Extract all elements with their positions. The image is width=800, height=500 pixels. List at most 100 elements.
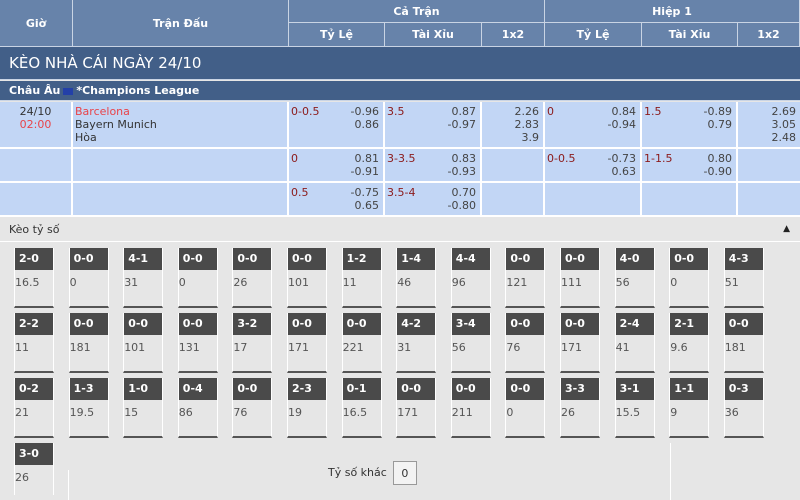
score-option[interactable]: 0-3 36 [723, 378, 764, 438]
score-option[interactable]: 0-0 111 [560, 248, 600, 308]
score-label: 0-0 [506, 313, 545, 335]
h1-ou-odds: 0.80 [707, 152, 733, 165]
score-option[interactable]: 4-4 96 [450, 248, 491, 308]
ft-ou-cell[interactable]: 3-3.5 0.83 -0.93 [385, 149, 482, 183]
h1-ou-cell[interactable]: 1.5 -0.89 0.79 [642, 102, 738, 149]
ft-ou-cell[interactable]: 3.5 0.87 -0.97 [385, 102, 482, 149]
score-option[interactable]: 1-3 19.5 [68, 378, 109, 438]
league-row[interactable]: Châu Âu *Champions League [0, 81, 800, 101]
score-option[interactable]: 0-0 171 [287, 313, 327, 373]
header-h1-ou: Tài Xỉu [642, 23, 738, 47]
ft-1x2-cell[interactable]: 2.26 2.83 3.9 [482, 102, 545, 149]
caret-up-icon[interactable]: ▲ [783, 224, 790, 234]
score-option[interactable]: 0-0 131 [177, 313, 218, 373]
h1-ou-odds: -0.89 [703, 105, 732, 118]
h1-hdp-odds: -0.73 [607, 152, 636, 165]
h1-ou-line: 1.5 [644, 105, 662, 118]
score-option[interactable]: 2-3 19 [287, 378, 327, 438]
ft-hdp-cell[interactable]: 0-0.5 -0.96 0.86 [289, 102, 385, 149]
score-odds: 171 [561, 341, 582, 354]
correct-score-header[interactable]: Kèo tỷ số ▲ [0, 217, 800, 242]
h1-hdp-cell[interactable]: 0-0.5 -0.73 0.63 [545, 149, 642, 183]
h1-hdp-cell[interactable]: 0 0.84 -0.94 [545, 102, 642, 149]
score-option[interactable]: 4-3 51 [723, 248, 764, 308]
score-label: 0-0 [69, 248, 108, 270]
score-option[interactable]: 0-0 0 [669, 248, 710, 308]
score-odds: 31 [124, 276, 139, 289]
h1-1x2-cell[interactable]: 2.69 3.05 2.48 [738, 102, 800, 149]
score-label: 0-0 [178, 313, 217, 335]
score-option[interactable]: 0-0 0 [68, 248, 109, 308]
ft-ou-line: 3-3.5 [387, 152, 416, 165]
score-option[interactable]: 1-1 9 [669, 378, 710, 438]
h1-1x2-cell[interactable] [738, 149, 800, 183]
ft-1x2-cell[interactable] [482, 149, 545, 183]
score-odds: 26 [15, 471, 29, 484]
score-option[interactable]: 0-0 221 [341, 313, 382, 373]
score-option[interactable]: 0-0 26 [232, 248, 273, 308]
header-h1-hdp: Tỷ Lệ [545, 23, 642, 47]
score-label: 0-4 [178, 378, 217, 400]
score-option[interactable]: 0-0 76 [232, 378, 273, 438]
score-option[interactable]: 0-0 101 [123, 313, 164, 373]
score-odds: 46 [397, 276, 412, 289]
score-label: 4-2 [397, 313, 436, 335]
score-label: 3-1 [615, 378, 654, 400]
score-option[interactable]: 4-0 56 [614, 248, 655, 308]
h1-ou-cell[interactable] [642, 183, 738, 217]
score-option[interactable]: 0-4 86 [177, 378, 218, 438]
score-option[interactable]: 1-4 46 [396, 248, 437, 308]
score-odds: 101 [288, 276, 309, 289]
score-option[interactable]: 0-0 171 [560, 313, 600, 373]
score-odds: 19 [288, 406, 302, 419]
ft-ou-odds: 0.70 [451, 186, 477, 199]
score-option[interactable]: 3-1 15.5 [614, 378, 655, 438]
ft-hdp-cell[interactable]: 0 0.81 -0.91 [289, 149, 385, 183]
other-score-value[interactable]: 0 [392, 461, 417, 485]
score-option[interactable]: 0-0 101 [287, 248, 327, 308]
score-option[interactable]: 0-0 171 [396, 378, 437, 438]
match-date: 24/10 [19, 105, 52, 118]
score-odds: 9 [670, 406, 678, 419]
score-option[interactable]: 0-0 211 [450, 378, 491, 438]
score-option[interactable]: 3-0 26 [14, 443, 54, 495]
score-odds: 0 [69, 276, 77, 289]
score-option[interactable]: 0-0 181 [723, 313, 764, 373]
score-option[interactable]: 4-2 31 [396, 313, 437, 373]
score-option[interactable]: 0-0 0 [505, 378, 546, 438]
h1-hdp-odds: 0.84 [611, 105, 637, 118]
score-option[interactable]: 0-0 0 [177, 248, 218, 308]
odds-row: 24/10 02:00 Barcelona Bayern Munich Hòa 0-0.5… [0, 102, 800, 149]
other-score-label: Tỷ số khác [328, 466, 387, 479]
score-odds: 16.5 [342, 406, 368, 419]
score-option[interactable]: 2-1 9.6 [669, 313, 710, 373]
ft-ou-cell[interactable]: 3.5-4 0.70 -0.80 [385, 183, 482, 217]
score-option[interactable]: 4-1 31 [123, 248, 164, 308]
score-option[interactable]: 3-4 56 [450, 313, 491, 373]
ft-hdp-cell[interactable]: 0.5 -0.75 0.65 [289, 183, 385, 217]
score-option[interactable]: 1-2 11 [341, 248, 382, 308]
ft-hdp-odds: -0.96 [350, 105, 379, 118]
score-option[interactable]: 0-2 21 [14, 378, 54, 438]
score-label: 3-3 [561, 378, 599, 400]
h1-1x2-cell[interactable] [738, 183, 800, 217]
score-option[interactable]: 2-4 41 [614, 313, 655, 373]
score-option[interactable]: 3-2 17 [232, 313, 273, 373]
score-odds: 56 [615, 276, 630, 289]
h1-1x2-odds: 2.69 [771, 105, 797, 118]
score-odds: 101 [124, 341, 146, 354]
score-odds: 26 [233, 276, 248, 289]
ft-hdp-odds: -0.75 [350, 186, 379, 199]
h1-ou-cell[interactable]: 1-1.5 0.80 -0.90 [642, 149, 738, 183]
score-label: 0-0 [288, 313, 326, 335]
score-option[interactable]: 0-0 181 [68, 313, 109, 373]
score-option[interactable]: 2-2 11 [14, 313, 54, 373]
ft-1x2-cell[interactable] [482, 183, 545, 217]
score-option[interactable]: 1-0 15 [123, 378, 164, 438]
score-option[interactable]: 2-0 16.5 [14, 248, 54, 308]
score-option[interactable]: 0-1 16.5 [341, 378, 382, 438]
score-option[interactable]: 0-0 76 [505, 313, 546, 373]
score-option[interactable]: 0-0 121 [505, 248, 546, 308]
h1-hdp-cell[interactable] [545, 183, 642, 217]
score-option[interactable]: 3-3 26 [560, 378, 600, 438]
